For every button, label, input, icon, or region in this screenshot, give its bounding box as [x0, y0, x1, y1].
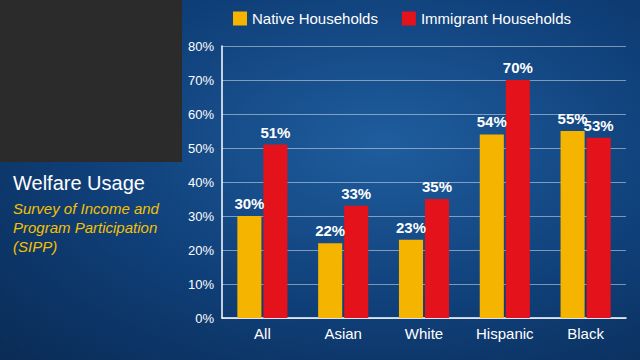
- svg-text:70%: 70%: [188, 73, 214, 88]
- svg-text:Native Households: Native Households: [252, 10, 378, 27]
- svg-text:Black: Black: [567, 325, 604, 342]
- svg-text:(SIPP): (SIPP): [13, 238, 57, 255]
- svg-text:53%: 53%: [584, 117, 614, 134]
- svg-text:70%: 70%: [503, 59, 533, 76]
- svg-text:80%: 80%: [188, 39, 214, 54]
- svg-text:23%: 23%: [396, 219, 426, 236]
- svg-text:50%: 50%: [188, 141, 214, 156]
- svg-text:22%: 22%: [315, 222, 345, 239]
- svg-text:40%: 40%: [188, 175, 214, 190]
- svg-text:33%: 33%: [341, 185, 371, 202]
- svg-text:All: All: [254, 325, 271, 342]
- svg-text:Immigrant Households: Immigrant Households: [421, 10, 571, 27]
- svg-text:White: White: [405, 325, 443, 342]
- svg-text:Asian: Asian: [324, 325, 362, 342]
- svg-text:Survey of Income and: Survey of Income and: [13, 200, 163, 217]
- svg-text:30%: 30%: [234, 195, 264, 212]
- svg-text:Hispanic: Hispanic: [476, 325, 534, 342]
- svg-text:51%: 51%: [260, 124, 290, 141]
- svg-text:Welfare Usage: Welfare Usage: [13, 172, 145, 194]
- svg-text:30%: 30%: [188, 209, 214, 224]
- svg-text:60%: 60%: [188, 107, 214, 122]
- svg-text:20%: 20%: [188, 243, 214, 258]
- svg-text:54%: 54%: [477, 113, 507, 130]
- svg-text:35%: 35%: [422, 178, 452, 195]
- svg-text:55%: 55%: [557, 110, 588, 127]
- svg-text:10%: 10%: [188, 277, 214, 292]
- svg-text:0%: 0%: [195, 311, 214, 326]
- svg-text:Program Participation: Program Participation: [13, 219, 161, 236]
